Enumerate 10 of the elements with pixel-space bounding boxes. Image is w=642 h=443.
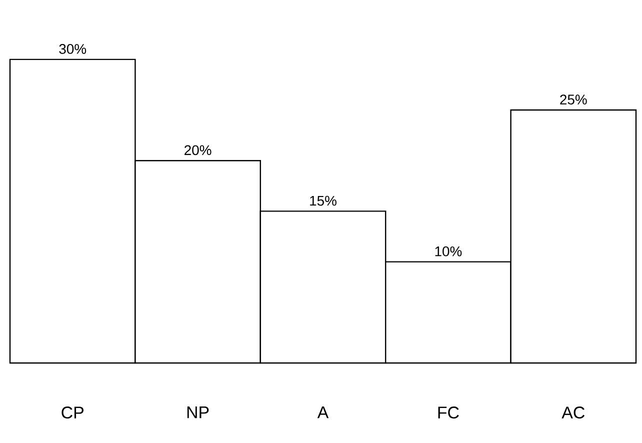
data-label: 25% (560, 94, 587, 105)
x-tick-label: A (317, 406, 329, 418)
data-label: 10% (435, 246, 462, 256)
x-tick-label: CP (62, 406, 84, 419)
data-label: 20% (184, 145, 212, 156)
data-label: 15% (310, 196, 336, 206)
x-tick-label: NP (187, 406, 209, 418)
x-tick-label: AC (562, 406, 585, 419)
data-label: 30% (59, 44, 86, 54)
x-tick-label: FC (438, 406, 459, 419)
